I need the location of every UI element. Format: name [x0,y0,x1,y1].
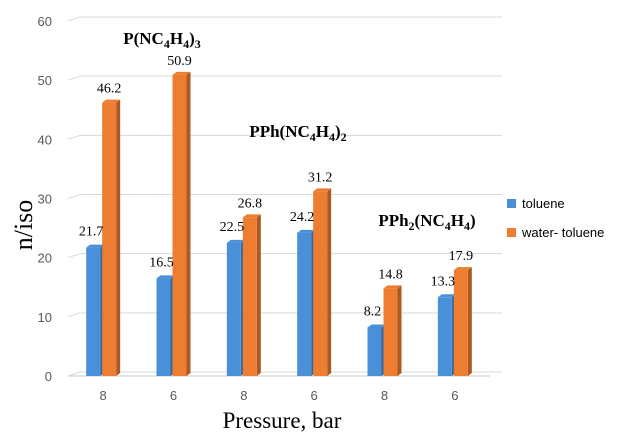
group-labels: P(NC4H4)3 PPh(NC4H4)2 PPh2(NC4H4) [123,29,475,233]
bar-water--toluene-4 [383,285,402,376]
legend-item: toluene [507,196,565,211]
bar-water--toluene-3 [313,188,332,376]
data-label: 8.2 [364,304,382,319]
y-axis-ticks: 0 10 20 30 40 50 60 [38,14,52,384]
x-tick-label: 6 [170,388,177,403]
gridlines [67,16,502,377]
group-label: P(NC4H4)3 [123,29,201,51]
legend-label: toluene [522,196,565,211]
bar-water--toluene-1 [172,71,191,376]
legend-swatch [507,199,516,208]
y-tick-label: 20 [38,251,52,266]
bars [86,71,472,377]
x-axis-title: Pressure, bar [223,408,342,433]
y-tick-label: 60 [38,14,52,29]
bar-toluene-5 [437,294,456,376]
x-tick-label: 6 [311,388,318,403]
data-label: 16.5 [149,255,174,270]
bar-toluene-4 [367,324,386,376]
data-label: 14.8 [378,267,403,282]
data-labels: 21.7 46.2 16.5 50.9 22.5 26.8 24.2 31.2 8.2 14.8 1… [79,54,473,320]
group-label: PPh(NC4H4)2 [249,122,346,144]
group-label: PPh2(NC4H4) [378,211,475,233]
x-tick-label: 8 [240,388,247,403]
bar-water--toluene-5 [453,267,472,376]
data-label: 26.8 [238,196,263,211]
data-label: 50.9 [167,54,192,69]
data-label: 21.7 [79,225,104,240]
bar-toluene-2 [226,239,245,376]
x-tick-label: 6 [451,388,458,403]
bar-toluene-0 [86,244,105,376]
legend: toluene water- toluene [507,196,604,240]
legend-label: water- toluene [521,225,604,240]
y-axis-title: n/iso [9,200,38,251]
legend-swatch [507,228,516,237]
legend-item: water- toluene [507,225,604,240]
bar-toluene-3 [297,229,316,376]
data-label: 17.9 [449,249,474,264]
data-label: 46.2 [97,82,122,97]
y-tick-label: 40 [38,132,52,147]
x-tick-label: 8 [100,388,107,403]
data-label: 24.2 [290,210,315,225]
y-tick-label: 50 [38,73,52,88]
bar-water--toluene-0 [102,99,121,377]
data-label: 31.2 [308,170,333,185]
y-tick-label: 0 [45,369,52,384]
data-label: 22.5 [220,220,245,235]
data-label: 13.3 [431,274,456,289]
x-axis-ticks: 8 6 8 6 8 6 [100,388,459,403]
y-tick-label: 10 [38,310,52,325]
y-tick-label: 30 [38,192,52,207]
bar-water--toluene-2 [242,214,261,376]
bar-toluene-1 [156,275,175,376]
x-tick-label: 8 [381,388,388,403]
